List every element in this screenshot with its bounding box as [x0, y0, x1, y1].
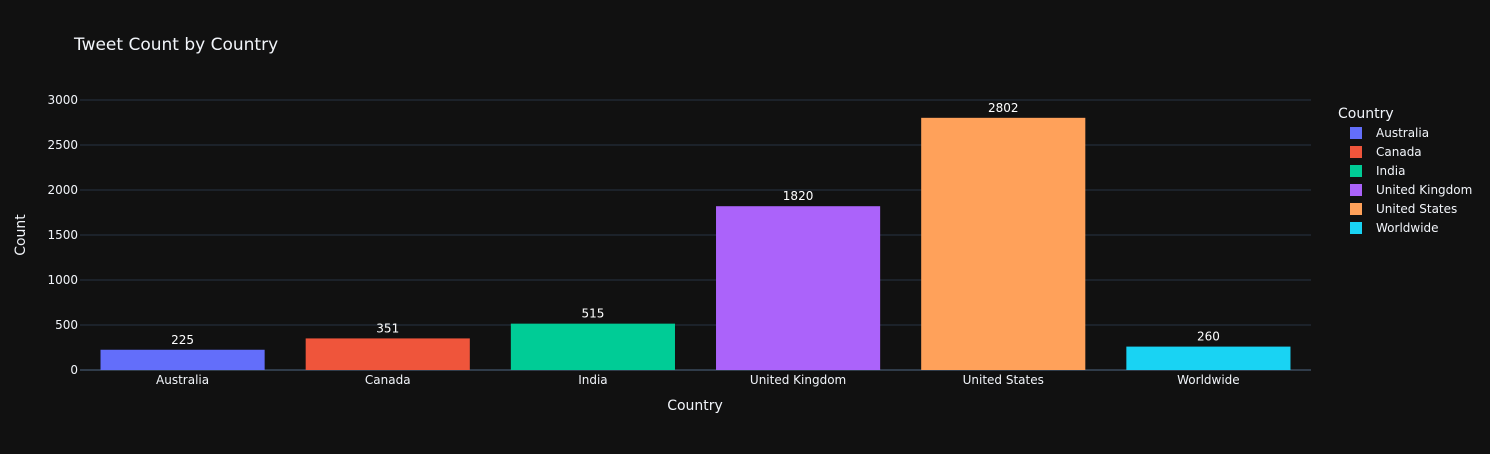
x-axis-ticks: Australia Canada India United Kingdom United…: [156, 373, 1240, 387]
y-tick-label: 1000: [47, 273, 78, 287]
x-tick-label: Worldwide: [1177, 373, 1240, 387]
data-labels: 225 351 515 1820 2802 260: [171, 101, 1220, 347]
legend-swatch[interactable]: [1350, 184, 1362, 196]
legend-swatch[interactable]: [1350, 203, 1362, 215]
x-tick-label: United Kingdom: [750, 373, 846, 387]
data-label: 225: [171, 333, 194, 347]
legend-entry-label[interactable]: India: [1376, 164, 1405, 178]
x-tick-label: United States: [963, 373, 1044, 387]
y-tick-label: 2000: [47, 183, 78, 197]
legend-entry-label[interactable]: United Kingdom: [1376, 183, 1472, 197]
legend-swatch[interactable]: [1350, 222, 1362, 234]
legend-entry-label[interactable]: United States: [1376, 202, 1457, 216]
gridlines: [80, 99, 1311, 371]
bars: [100, 117, 1291, 370]
x-tick-label: Australia: [156, 373, 209, 387]
data-label: 2802: [988, 101, 1019, 115]
data-label: 1820: [783, 189, 814, 203]
legend-swatch[interactable]: [1350, 146, 1362, 158]
legend-entry-label[interactable]: Worldwide: [1376, 221, 1439, 235]
bar[interactable]: [510, 323, 675, 370]
legend-entry-label[interactable]: Canada: [1376, 145, 1422, 159]
x-axis-title: Country: [667, 398, 723, 414]
legend-swatch[interactable]: [1350, 165, 1362, 177]
bar[interactable]: [100, 349, 265, 370]
legend-title: Country: [1338, 106, 1394, 122]
y-tick-label: 500: [55, 318, 78, 332]
y-tick-label: 0: [70, 363, 78, 377]
bar[interactable]: [921, 117, 1086, 370]
bar[interactable]: [1126, 346, 1291, 370]
data-label: 351: [376, 321, 399, 335]
y-tick-label: 2500: [47, 138, 78, 152]
data-label: 260: [1197, 330, 1220, 344]
y-tick-label: 1500: [47, 228, 78, 242]
y-axis-ticks: 0 500 1000 1500 2000 2500 3000: [47, 93, 78, 377]
y-axis-title: Count: [13, 214, 29, 256]
y-tick-label: 3000: [47, 93, 78, 107]
x-tick-label: India: [578, 373, 607, 387]
legend-entry-label[interactable]: Australia: [1376, 126, 1429, 140]
bar[interactable]: [305, 338, 470, 370]
bar[interactable]: [716, 206, 881, 370]
x-tick-label: Canada: [365, 373, 411, 387]
data-label: 515: [581, 307, 604, 321]
legend-swatch[interactable]: [1350, 127, 1362, 139]
legend[interactable]: Australia Canada India United Kingdom United…: [1350, 126, 1472, 235]
chart-title: Tweet Count by Country: [73, 35, 278, 55]
